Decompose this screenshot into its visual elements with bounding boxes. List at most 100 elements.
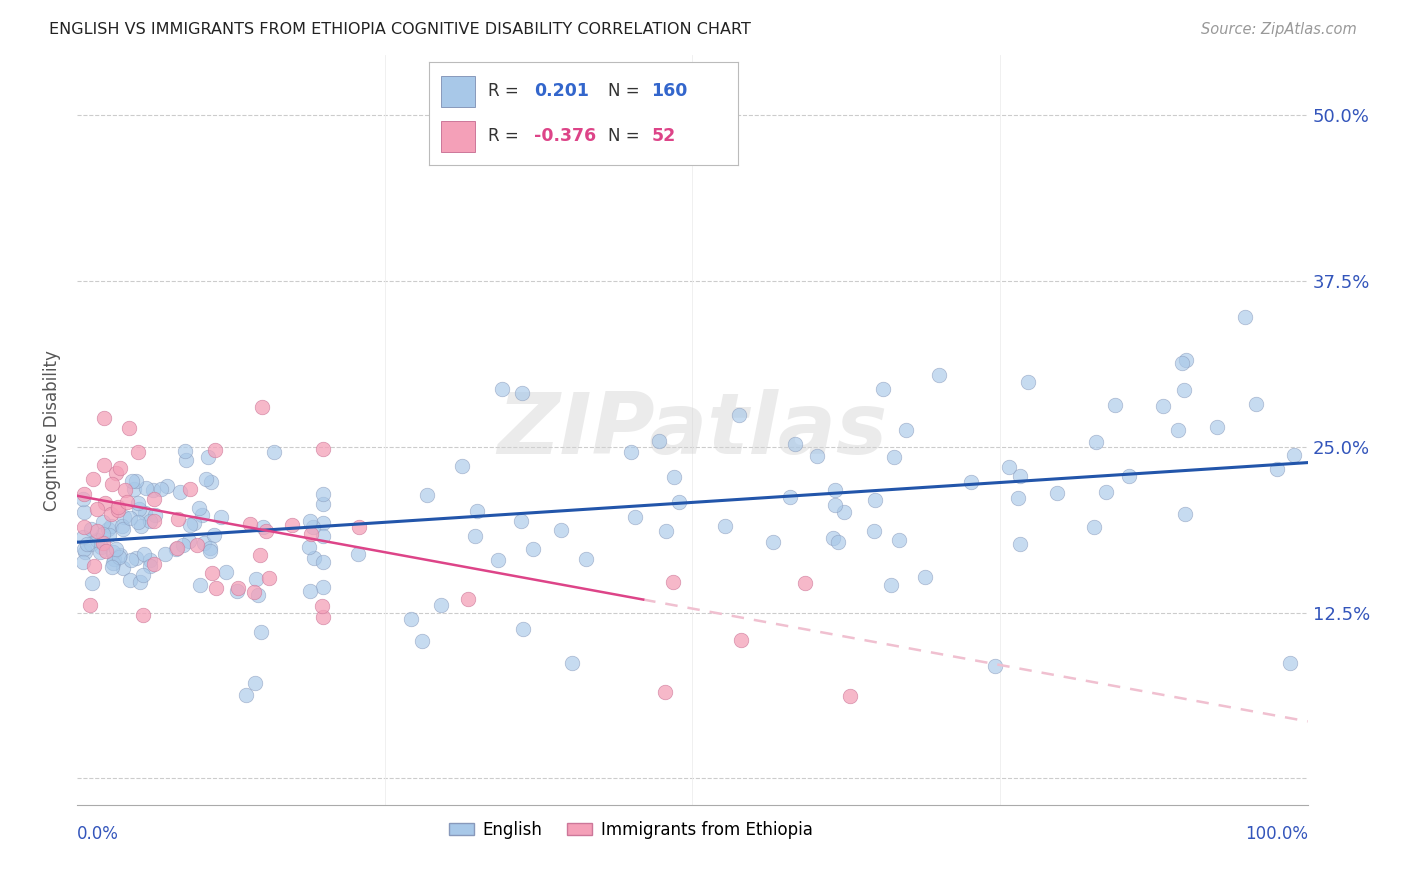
Point — [1206, 420, 1229, 434]
Point — [1046, 486, 1069, 500]
Point — [139, 553, 162, 567]
Point — [105, 467, 128, 481]
Point — [914, 570, 936, 584]
Point — [311, 599, 333, 614]
Point — [821, 531, 844, 545]
Point — [1174, 353, 1197, 368]
Point — [561, 656, 583, 670]
Point — [727, 409, 749, 423]
Point — [415, 488, 437, 502]
Point — [169, 485, 191, 500]
Point — [984, 659, 1007, 673]
Point — [832, 504, 855, 518]
Point — [245, 572, 267, 586]
Point — [125, 551, 148, 566]
Point — [1008, 537, 1031, 551]
Point — [312, 497, 335, 511]
Point — [122, 482, 145, 496]
Point — [179, 482, 201, 496]
Point — [762, 534, 785, 549]
Point — [174, 444, 197, 458]
Point — [257, 571, 280, 585]
Point — [145, 508, 167, 522]
Point — [839, 689, 862, 703]
Point — [806, 450, 828, 464]
Point — [620, 445, 643, 459]
Text: -0.376: -0.376 — [534, 128, 596, 145]
Point — [827, 535, 849, 549]
Point — [107, 500, 129, 515]
Text: ZIPatlas: ZIPatlas — [498, 389, 887, 472]
Point — [730, 632, 752, 647]
Point — [72, 555, 94, 569]
Point — [101, 477, 124, 491]
Point — [107, 549, 129, 564]
Text: N =: N = — [609, 128, 640, 145]
Point — [94, 543, 117, 558]
Point — [960, 475, 983, 490]
Text: 0.0%: 0.0% — [77, 825, 120, 843]
Point — [86, 524, 108, 539]
Point — [655, 524, 678, 539]
Point — [872, 382, 894, 396]
Text: 160: 160 — [651, 82, 688, 100]
Point — [93, 496, 115, 510]
Point — [312, 580, 335, 594]
Text: 0.201: 0.201 — [534, 82, 589, 100]
Point — [880, 577, 903, 591]
Point — [312, 487, 335, 501]
Bar — [441, 76, 475, 106]
Point — [411, 633, 433, 648]
Point — [779, 490, 801, 504]
Point — [263, 444, 285, 458]
Point — [79, 598, 101, 612]
Point — [108, 460, 131, 475]
Point — [299, 584, 322, 599]
Point — [134, 507, 156, 521]
Point — [73, 505, 96, 519]
Point — [281, 517, 304, 532]
Point — [1244, 397, 1267, 411]
Point — [894, 423, 917, 437]
Point — [111, 561, 134, 575]
Text: R =: R = — [488, 82, 519, 100]
Point — [111, 519, 134, 533]
Point — [91, 516, 114, 530]
Point — [118, 510, 141, 524]
Point — [129, 575, 152, 590]
Point — [103, 545, 125, 559]
Point — [512, 622, 534, 636]
Point — [80, 537, 103, 551]
Point — [862, 524, 884, 538]
Point — [93, 410, 115, 425]
Point — [139, 514, 162, 528]
Point — [312, 555, 335, 569]
Point — [101, 560, 124, 574]
Point — [127, 445, 149, 459]
Point — [887, 533, 910, 548]
Point — [550, 523, 572, 537]
Point — [1152, 400, 1174, 414]
Point — [1265, 462, 1288, 476]
Point — [299, 526, 322, 541]
Point — [174, 453, 197, 467]
Point — [794, 575, 817, 590]
Point — [235, 688, 257, 702]
Point — [114, 483, 136, 497]
Point — [1174, 507, 1197, 521]
Point — [86, 533, 108, 548]
Point — [1167, 423, 1189, 437]
Point — [1118, 468, 1140, 483]
Point — [117, 494, 139, 508]
Point — [1017, 375, 1039, 389]
Point — [1284, 448, 1306, 462]
Bar — [441, 121, 475, 152]
Point — [486, 553, 509, 567]
Point — [93, 458, 115, 472]
Point — [76, 537, 98, 551]
Text: R =: R = — [488, 128, 519, 145]
Point — [204, 443, 226, 458]
Point — [785, 436, 807, 450]
Point — [121, 474, 143, 488]
Point — [430, 598, 453, 612]
